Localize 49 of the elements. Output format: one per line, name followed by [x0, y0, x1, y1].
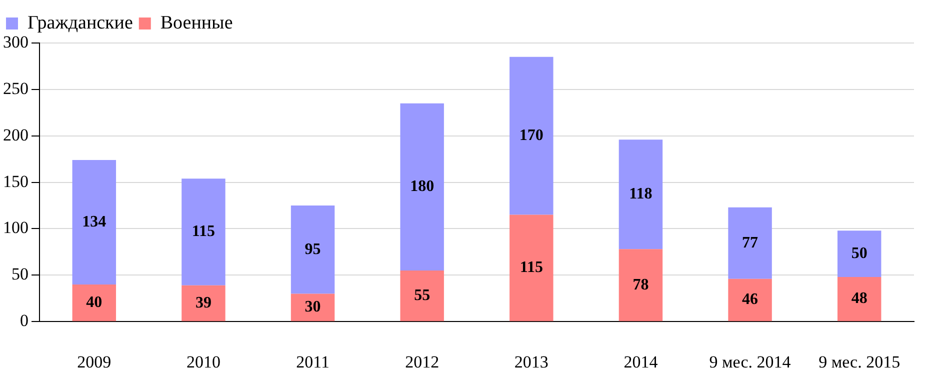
y-tick-label: 50	[12, 264, 28, 284]
data-label: 46	[742, 291, 758, 308]
bar	[182, 178, 226, 286]
data-label: 95	[304, 240, 321, 258]
bar	[72, 160, 116, 284]
legend-label: Военные	[160, 12, 233, 34]
bar	[290, 294, 335, 322]
data-label: 77	[742, 234, 758, 252]
bar	[400, 270, 444, 322]
data-label: 170	[519, 127, 544, 144]
data-label: 55	[414, 286, 430, 304]
x-tick-label: 9 мес. 2014	[709, 352, 792, 372]
bar	[510, 214, 554, 322]
x-tick-label: 2013	[514, 352, 548, 372]
y-tick-label: 0	[20, 311, 28, 330]
data-label: 39	[195, 294, 212, 312]
bar	[510, 56, 554, 215]
data-label: 30	[304, 298, 321, 316]
x-tick-label: 9 мес. 2015	[818, 352, 900, 372]
bar	[618, 140, 663, 250]
bar	[618, 249, 663, 322]
data-label: 40	[86, 294, 102, 311]
bar	[290, 206, 335, 294]
y-tick-label: 100	[3, 218, 28, 238]
x-tick-label: 2014	[624, 352, 658, 372]
bar	[182, 285, 226, 322]
data-label: 48	[851, 290, 868, 308]
x-tick-label: 2009	[77, 352, 112, 372]
bar	[837, 230, 882, 278]
bar	[728, 207, 772, 279]
y-tick-label: 150	[3, 172, 28, 191]
data-label: 50	[851, 244, 868, 262]
x-tick-label: 2012	[405, 352, 440, 372]
data-label: 134	[82, 213, 106, 230]
y-tick-label: 300	[3, 32, 28, 52]
y-tick-label: 200	[3, 125, 28, 144]
data-label: 115	[520, 259, 543, 276]
y-tick-label: 250	[3, 78, 28, 98]
bar	[837, 277, 882, 322]
data-label: 115	[192, 223, 216, 240]
bar	[400, 103, 444, 271]
x-tick-label: 2011	[296, 352, 330, 372]
bar	[728, 278, 772, 322]
bar	[72, 284, 116, 322]
data-label: 118	[629, 186, 652, 203]
data-label: 180	[410, 178, 434, 196]
legend-label: Гражданские	[28, 12, 133, 34]
data-label: 78	[632, 276, 649, 294]
x-tick-label: 2010	[186, 352, 220, 372]
